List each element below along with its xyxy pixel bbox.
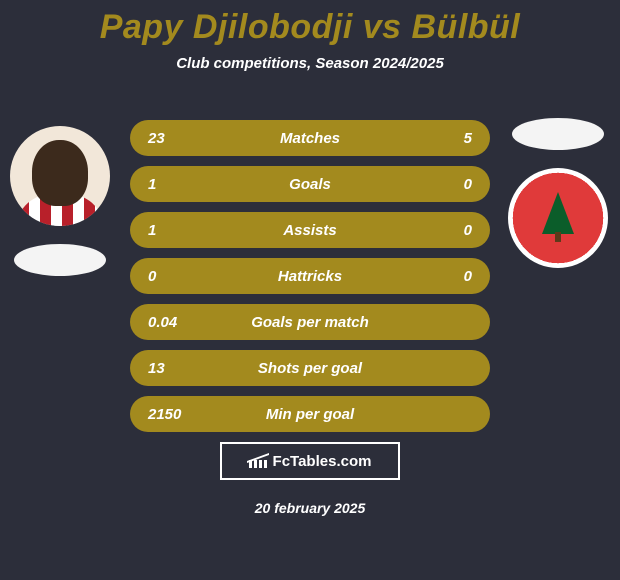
stat-label: Shots per goal <box>208 360 412 377</box>
bar-chart-icon <box>249 454 267 468</box>
table-row: 0 Hattricks 0 <box>130 258 490 294</box>
crest-tree-icon <box>542 192 574 234</box>
stat-left-value: 23 <box>148 130 208 147</box>
stat-label: Matches <box>208 130 412 147</box>
player-right-crest <box>508 168 608 268</box>
table-row: 23 Matches 5 <box>130 120 490 156</box>
player-left-avatar <box>10 126 110 226</box>
stat-label: Assists <box>208 222 412 239</box>
player-left <box>10 126 110 276</box>
stat-left-value: 1 <box>148 222 208 239</box>
stat-label: Goals per match <box>208 314 412 331</box>
stat-left-value: 13 <box>148 360 208 377</box>
comparison-title: Papy Djilobodji vs Bülbül <box>0 0 620 47</box>
brand-badge: FcTables.com <box>220 442 400 480</box>
stat-right-value: 5 <box>412 130 472 147</box>
table-row: 1 Assists 0 <box>130 212 490 248</box>
stat-right-value: 0 <box>412 268 472 285</box>
stat-left-value: 0.04 <box>148 314 208 331</box>
player-right-flag <box>512 118 604 150</box>
stat-label: Goals <box>208 176 412 193</box>
stat-right-value: 0 <box>412 176 472 193</box>
player-left-flag <box>14 244 106 276</box>
stat-left-value: 1 <box>148 176 208 193</box>
stat-left-value: 2150 <box>148 406 208 423</box>
stat-label: Min per goal <box>208 406 412 423</box>
report-date: 20 february 2025 <box>255 500 366 516</box>
player-left-face <box>32 140 88 206</box>
table-row: 2150 Min per goal <box>130 396 490 432</box>
stat-left-value: 0 <box>148 268 208 285</box>
player-right <box>508 116 608 268</box>
brand-text: FcTables.com <box>273 453 372 470</box>
stat-label: Hattricks <box>208 268 412 285</box>
comparison-subtitle: Club competitions, Season 2024/2025 <box>0 55 620 72</box>
table-row: 1 Goals 0 <box>130 166 490 202</box>
table-row: 0.04 Goals per match <box>130 304 490 340</box>
stat-right-value: 0 <box>412 222 472 239</box>
stats-table: 23 Matches 5 1 Goals 0 1 Assists 0 0 Hat… <box>130 120 490 442</box>
table-row: 13 Shots per goal <box>130 350 490 386</box>
